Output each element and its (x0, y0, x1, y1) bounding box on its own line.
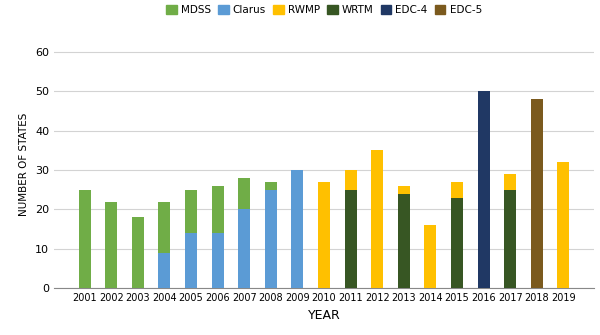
Bar (212, 186, 224, 288)
Bar (531, 99, 543, 288)
Bar (238, 178, 250, 288)
Bar (371, 150, 383, 288)
Bar (185, 190, 197, 288)
Bar (398, 186, 410, 288)
Bar (265, 190, 277, 288)
Bar (478, 91, 490, 288)
Bar (158, 202, 170, 288)
Bar (132, 217, 144, 288)
Bar (318, 182, 330, 288)
Bar (292, 170, 304, 288)
X-axis label: YEAR: YEAR (308, 309, 340, 322)
Bar (105, 202, 117, 288)
Bar (158, 253, 170, 288)
Legend: MDSS, Clarus, RWMP, WRTM, EDC-4, EDC-5: MDSS, Clarus, RWMP, WRTM, EDC-4, EDC-5 (162, 1, 486, 19)
Bar (344, 170, 356, 288)
Bar (504, 190, 516, 288)
Bar (451, 182, 463, 288)
Bar (478, 194, 490, 288)
Bar (185, 233, 197, 288)
Bar (398, 194, 410, 288)
Bar (238, 209, 250, 288)
Bar (557, 162, 569, 288)
Bar (504, 174, 516, 288)
Y-axis label: NUMBER OF STATES: NUMBER OF STATES (19, 113, 29, 216)
Bar (344, 190, 356, 288)
Bar (265, 182, 277, 288)
Bar (531, 174, 543, 288)
Bar (79, 190, 91, 288)
Bar (292, 182, 304, 288)
Bar (451, 198, 463, 288)
Bar (424, 225, 436, 288)
Bar (212, 233, 224, 288)
